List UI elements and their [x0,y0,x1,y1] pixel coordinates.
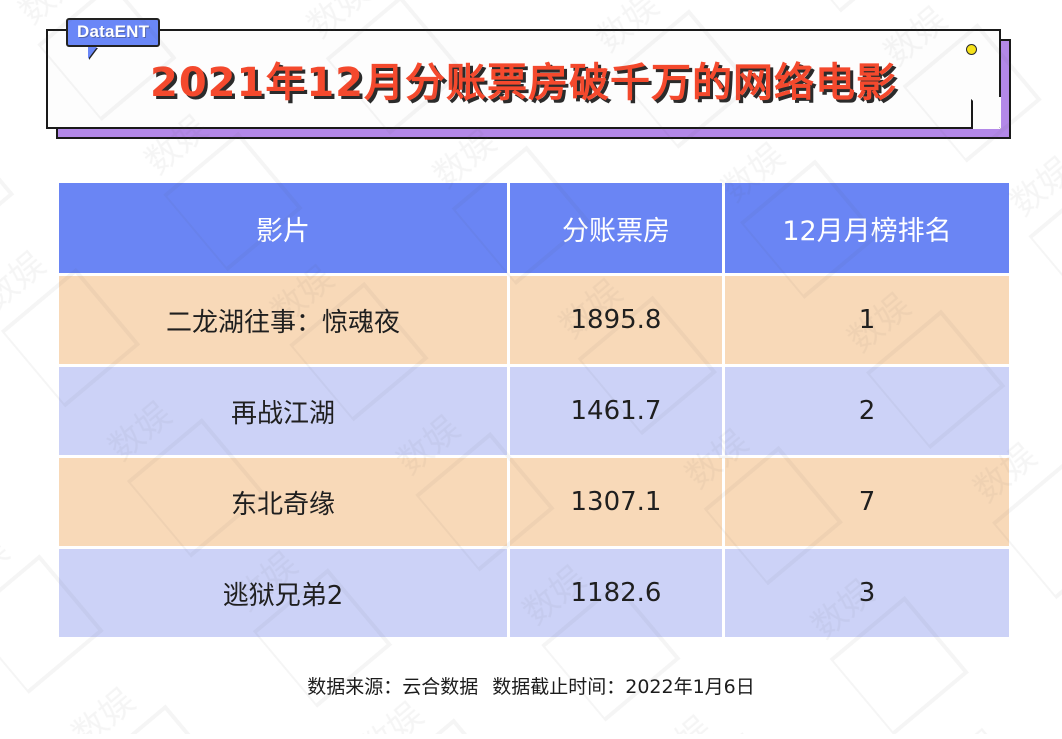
cell-rank: 1 [725,276,1009,364]
cell-rank: 2 [725,367,1009,455]
cell-movie-title: 逃狱兄弟2 [59,549,507,637]
cell-rank: 3 [725,549,1009,637]
footer-source: 数据来源：云合数据 [307,676,479,698]
page-title: 2021年12月分账票房破千万的网络电影 [150,60,897,106]
table-row: 逃狱兄弟2 1182.6 3 [59,549,1009,637]
table-row: 再战江湖 1461.7 2 [59,367,1009,455]
cell-box-office: 1895.8 [510,276,722,364]
column-header-title: 影片 [59,183,507,273]
cell-box-office: 1307.1 [510,458,722,546]
footer-cutoff: 数据截止时间：2022年1月6日 [492,676,755,698]
cell-rank: 7 [725,458,1009,546]
cell-movie-title: 二龙湖往事：惊魂夜 [59,276,507,364]
cell-movie-title: 再战江湖 [59,367,507,455]
brand-badge: DataENT [66,18,161,59]
column-header-boxoffice: 分账票房 [510,183,722,273]
footer-note: 数据来源：云合数据 数据截止时间：2022年1月6日 [0,672,1062,699]
table-header-row: 影片 分账票房 12月月榜排名 [59,183,1009,273]
movies-table: 影片 分账票房 12月月榜排名 二龙湖往事：惊魂夜 1895.8 1 再战江湖 … [56,180,1012,640]
cell-box-office: 1461.7 [510,367,722,455]
cell-box-office: 1182.6 [510,549,722,637]
speech-bubble-tail-icon [88,47,97,59]
header-banner-box: 2021年12月分账票房破千万的网络电影 [46,29,1001,129]
table-row: 二龙湖往事：惊魂夜 1895.8 1 [59,276,1009,364]
header-banner: 2021年12月分账票房破千万的网络电影 [46,29,1011,139]
cell-movie-title: 东北奇缘 [59,458,507,546]
column-header-rank: 12月月榜排名 [725,183,1009,273]
table-row: 东北奇缘 1307.1 7 [59,458,1009,546]
brand-badge-label: DataENT [66,18,161,47]
